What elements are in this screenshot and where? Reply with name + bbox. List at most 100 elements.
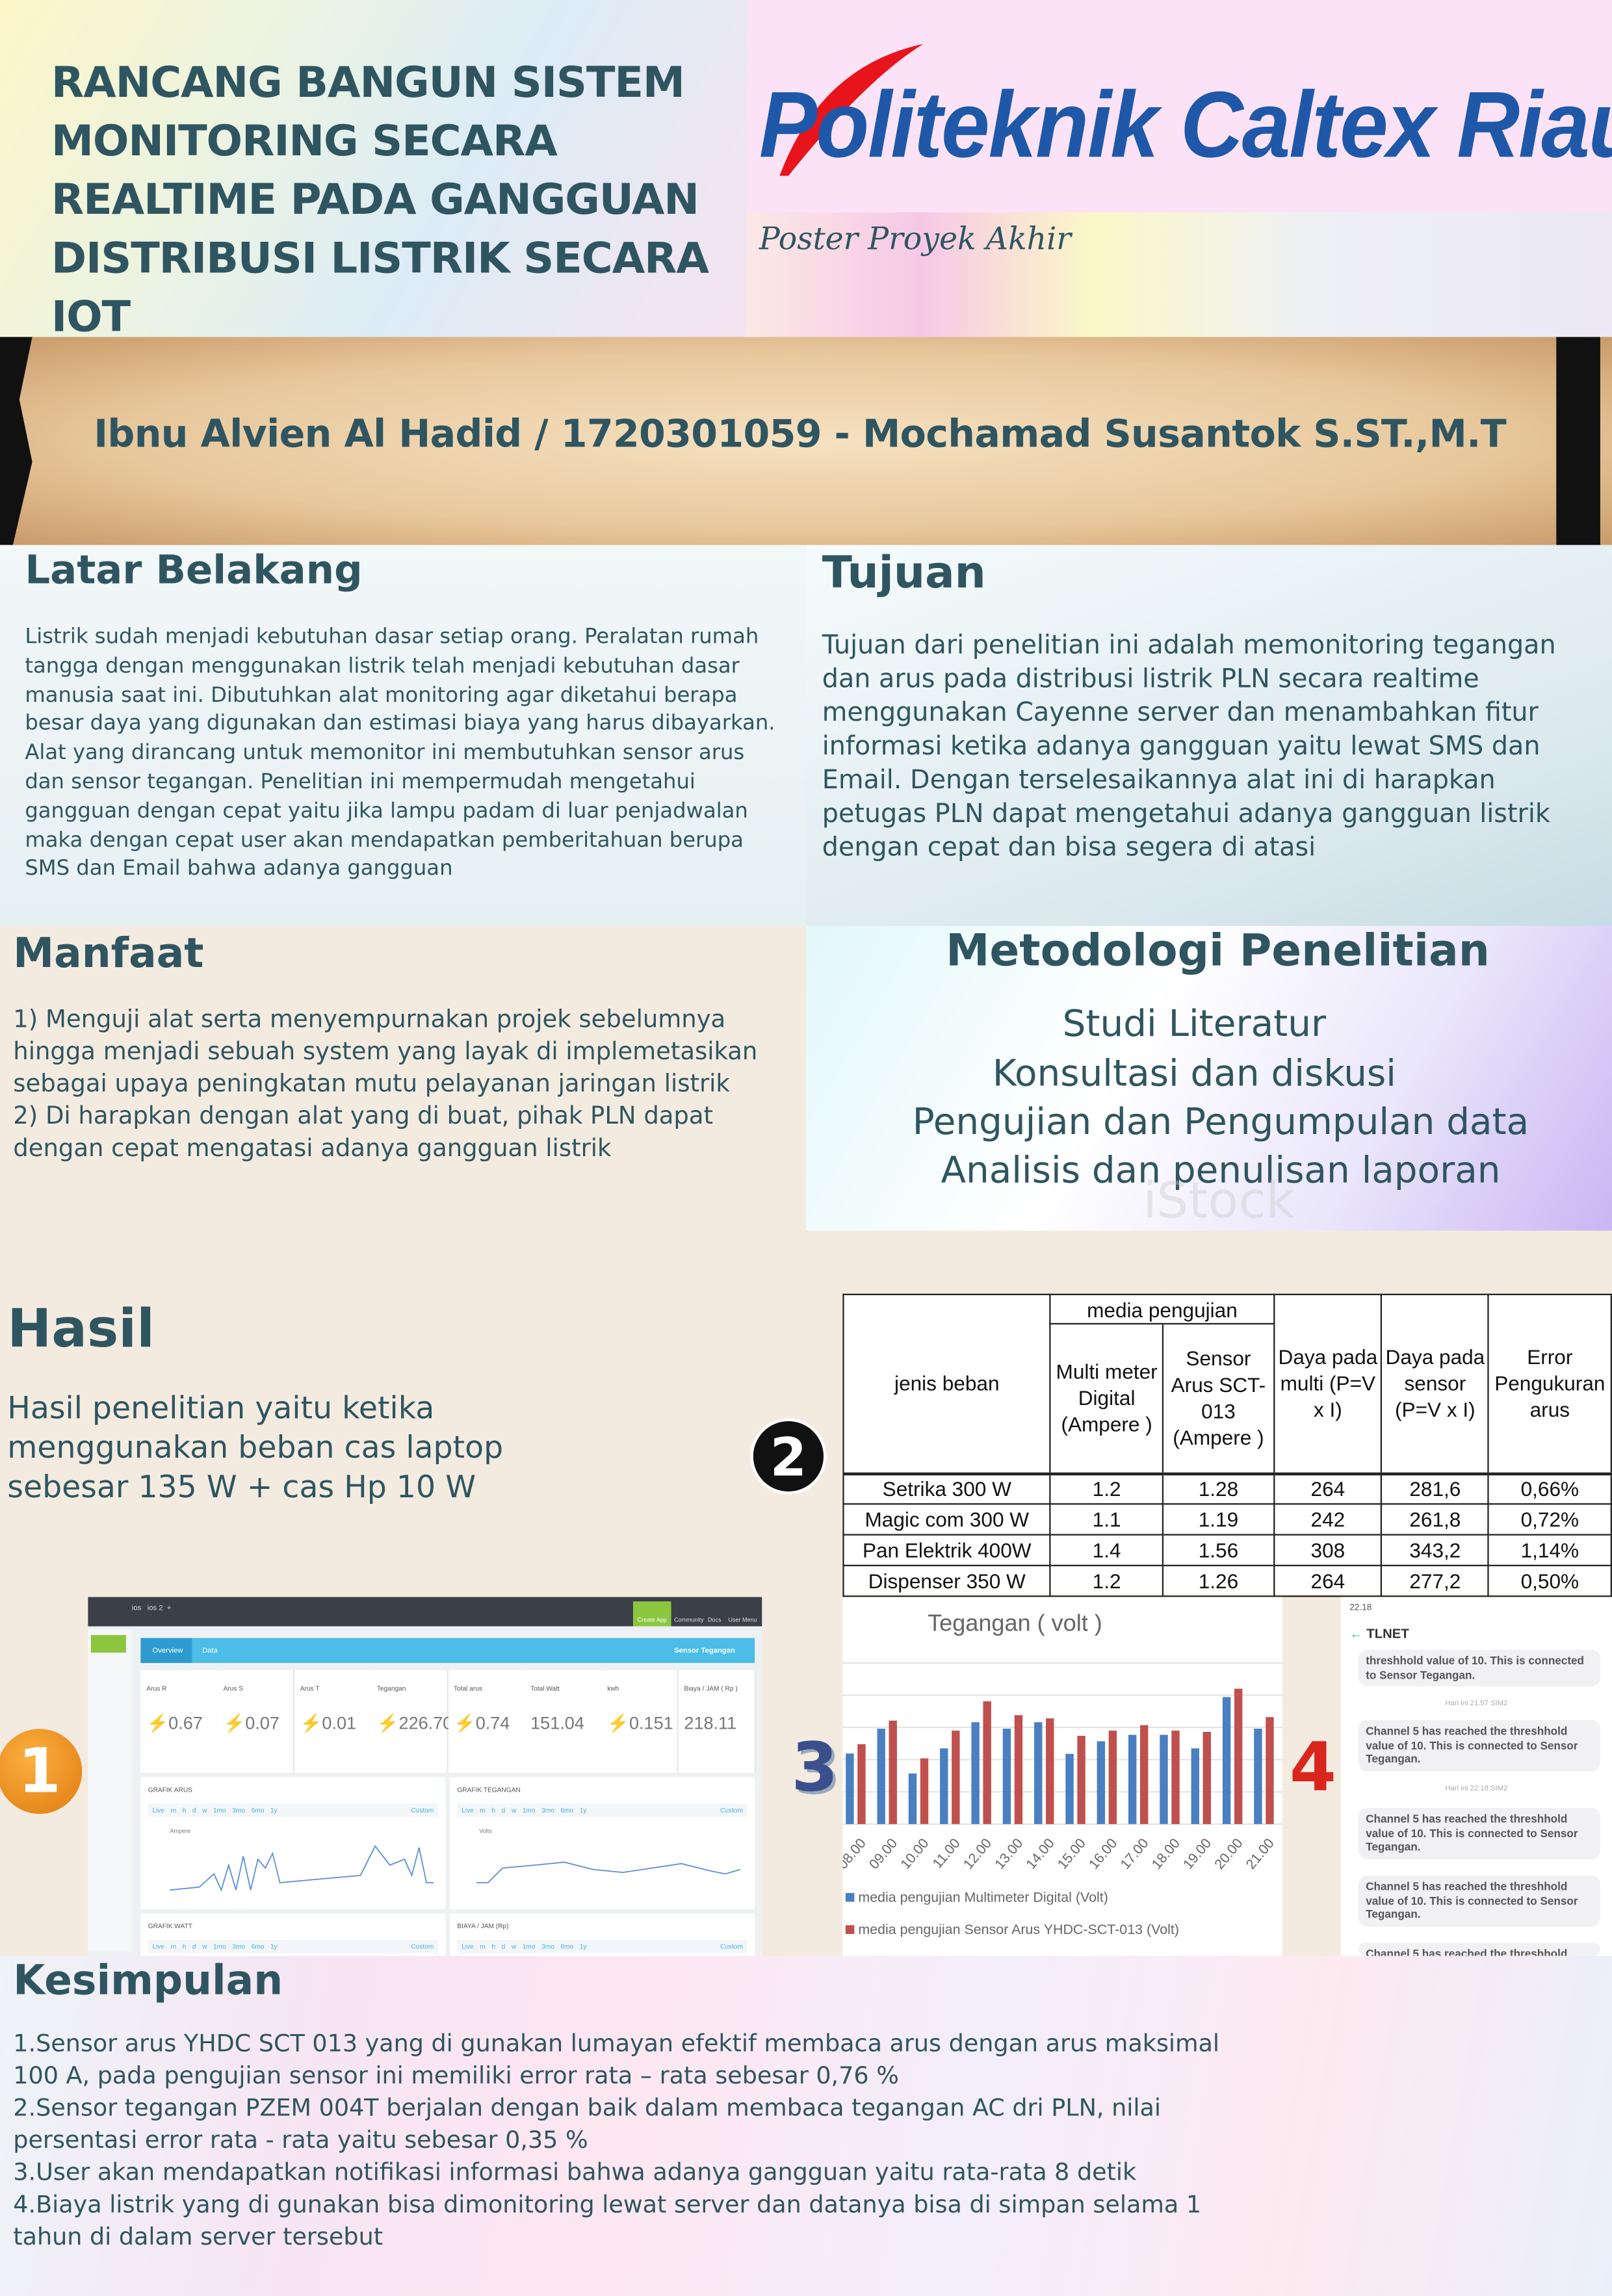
legend-ampere: Ampere (170, 1827, 191, 1835)
x-tick-label: 12.00 (960, 1835, 994, 1872)
x-tick-label: 18.00 (1149, 1835, 1183, 1872)
panel-grafik-tegangan: GRAFIK TEGANGAN Live m h d w 1mo 3mo 6mo… (450, 1777, 755, 1909)
method-step: Pengujian dan Pengumpulan data (912, 1100, 1529, 1143)
dashboard-tile[interactable]: kwh ⚡0.151 (601, 1670, 679, 1773)
table-row: Dispenser 350 W 1.2 1.26 264 277,2 0,50% (842, 1564, 1612, 1597)
conclusion-item: 1.Sensor arus YHDC SCT 013 yang di gunak… (13, 2029, 1220, 2089)
panel-biaya: BIAYA / JAM (Rp) Live m h d w 1mo 3mo 6m… (450, 1913, 755, 1956)
panel-title: GRAFIK TEGANGAN (457, 1786, 521, 1794)
sms-header: ← TLNET (1349, 1626, 1409, 1641)
section-title: Metodologi Penelitian (946, 925, 1490, 977)
tab-overview[interactable]: Overview (140, 1638, 192, 1663)
tile-value: 218.11 (684, 1713, 736, 1734)
table-row: Pan Elektrik 400W 1.4 1.56 308 343,2 1,14% (842, 1534, 1612, 1567)
tile-value: ⚡0.01 (300, 1713, 356, 1734)
bar-multimeter-17.00 (1128, 1735, 1137, 1824)
table-cell: 242 (1273, 1503, 1383, 1536)
results-table: jenis beban media pengujian Daya pada mu… (842, 1293, 1612, 1597)
table-cell: 264 (1273, 1564, 1383, 1597)
table-header: Error Pengukuran arus (1487, 1293, 1612, 1475)
cayenne-dashboard-screenshot: ios ios 2 + Create App Community Docs Us… (88, 1597, 762, 1956)
back-arrow-icon[interactable]: ← (1349, 1626, 1363, 1642)
bar-sensor-15.00 (1077, 1735, 1086, 1824)
logo-swoosh-icon (779, 44, 924, 176)
nav-user-menu[interactable]: User Menu (728, 1616, 757, 1623)
legend-item-multimeter: media pengujian Multimeter Digital (Volt… (845, 1890, 1108, 1906)
manfaat-section: Manfaat 1) Menguji alat serta menyempurn… (0, 925, 806, 1231)
bar-sensor-13.00 (1014, 1715, 1023, 1824)
table-cell: 1.56 (1162, 1534, 1275, 1567)
dashboard-tile[interactable]: Arus S ⚡0.07 (217, 1670, 296, 1773)
tile-value-text: 151.04 (530, 1712, 584, 1734)
custom-range-button[interactable]: Custom (720, 1942, 744, 1950)
table-cell: Setrika 300 W (842, 1471, 1052, 1505)
tile-value-text: 0.67 (168, 1712, 203, 1734)
legend-swatch (845, 1892, 855, 1902)
custom-range-button[interactable]: Custom (720, 1806, 744, 1814)
device-tab-bar (140, 1638, 755, 1663)
bar-sensor-18.00 (1171, 1731, 1180, 1824)
sms-timestamp: Hari ini 22.18 SIM2 (1445, 1784, 1508, 1794)
bar-sensor-14.00 (1046, 1718, 1054, 1824)
custom-range-button[interactable]: Custom (411, 1806, 434, 1814)
bar-sensor-17.00 (1140, 1725, 1149, 1824)
voltage-bar-chart: Tegangan ( volt ) 08.00 09.00 10.00 11.00 12… (842, 1597, 1282, 1956)
time-range-selector[interactable]: Live m h d w 1mo 3mo 6mo 1y (148, 1939, 439, 1954)
manfaat-list: 1) Menguji alat serta menyempurnakan pro… (13, 1003, 790, 1165)
device-name: Sensor Tegangan (674, 1647, 735, 1656)
conclusion-list: 1.Sensor arus YHDC SCT 013 yang di gunak… (13, 2028, 1258, 2253)
tile-label: Arus R (146, 1684, 167, 1692)
time-range-selector[interactable]: Live m h d w 1mo 3mo 6mo 1y (148, 1803, 439, 1817)
custom-range-button[interactable]: Custom (411, 1942, 434, 1950)
dashboard-tile[interactable]: Arus T ⚡0.01 (294, 1670, 372, 1773)
tile-value: ⚡0.151 (607, 1713, 673, 1734)
tile-label: Arus T (300, 1684, 320, 1692)
panel-title: BIAYA / JAM (Rp) (457, 1922, 509, 1930)
tile-value: 151.04 (530, 1713, 584, 1734)
table-cell: 281,6 (1381, 1471, 1489, 1505)
title-section: RANCANG BANGUN SISTEM MONITORING SECARA … (0, 0, 748, 341)
panel-title: GRAFIK WATT (148, 1922, 192, 1930)
bar-multimeter-14.00 (1034, 1722, 1043, 1824)
sms-message: Channel 5 has reached the threshhold val… (1358, 1942, 1600, 1956)
tile-label: Total arus (453, 1684, 482, 1692)
table-cell: Dispenser 350 W (842, 1564, 1052, 1597)
time-range-selector[interactable]: Live m h d w 1mo 3mo 6mo 1y (457, 1939, 748, 1954)
table-header: Multi meter Digital (Ampere ) (1050, 1322, 1164, 1475)
badge-4: 4 (1289, 1727, 1337, 1807)
institution-logo: Politeknik Caltex Riau (747, 0, 1612, 213)
table-cell: 1.2 (1050, 1564, 1164, 1597)
bar-multimeter-13.00 (1002, 1729, 1011, 1824)
nav-docs[interactable]: Docs (707, 1616, 722, 1623)
tile-value-text: 218.11 (684, 1712, 737, 1734)
table-group-header: media pengujian (1049, 1293, 1275, 1325)
dashboard-tile[interactable]: Tegangan ⚡226.70 (370, 1670, 452, 1773)
x-tick-label: 11.00 (930, 1835, 963, 1871)
metodologi-section: Metodologi Penelitian Studi Literatur Ko… (805, 925, 1612, 1231)
bolt-icon: ⚡ (223, 1712, 246, 1734)
table-header: Sensor Arus SCT-013 (Ampere ) (1162, 1322, 1275, 1475)
dashboard-tile[interactable]: Arus R ⚡0.67 (140, 1670, 218, 1773)
time-range-selector[interactable]: Live m h d w 1mo 3mo 6mo 1y (457, 1803, 748, 1817)
tile-label: Total Watt (530, 1684, 560, 1692)
bar-multimeter-21.00 (1254, 1729, 1262, 1824)
create-app-button[interactable]: Create App (632, 1601, 671, 1627)
table-cell: 277,2 (1381, 1564, 1489, 1597)
add-device-button[interactable] (90, 1635, 126, 1653)
tujuan-section: Tujuan Tujuan dari penelitian ini adalah… (805, 545, 1612, 926)
tile-value-text: 0.74 (475, 1712, 510, 1734)
table-cell: 261,8 (1381, 1503, 1489, 1536)
project-tabs[interactable]: ios ios 2 + (131, 1604, 172, 1614)
dashboard-tile[interactable]: Biaya / JAM ( Rp ) 218.11 (678, 1670, 756, 1773)
nav-community[interactable]: Community (674, 1616, 704, 1623)
bar-sensor-08.00 (857, 1744, 866, 1824)
dashboard-tile[interactable]: Total arus ⚡0.74 (447, 1670, 526, 1773)
section-title: Latar Belakang (25, 548, 363, 594)
tile-label: Arus S (223, 1684, 244, 1692)
dashboard-tile[interactable]: Total Watt 151.04 (525, 1670, 603, 1773)
tab-data[interactable]: Data (202, 1647, 218, 1656)
table-cell: 343,2 (1381, 1534, 1489, 1567)
x-tick-label: 09.00 (866, 1835, 900, 1872)
table-cell: 1.2 (1050, 1471, 1164, 1505)
